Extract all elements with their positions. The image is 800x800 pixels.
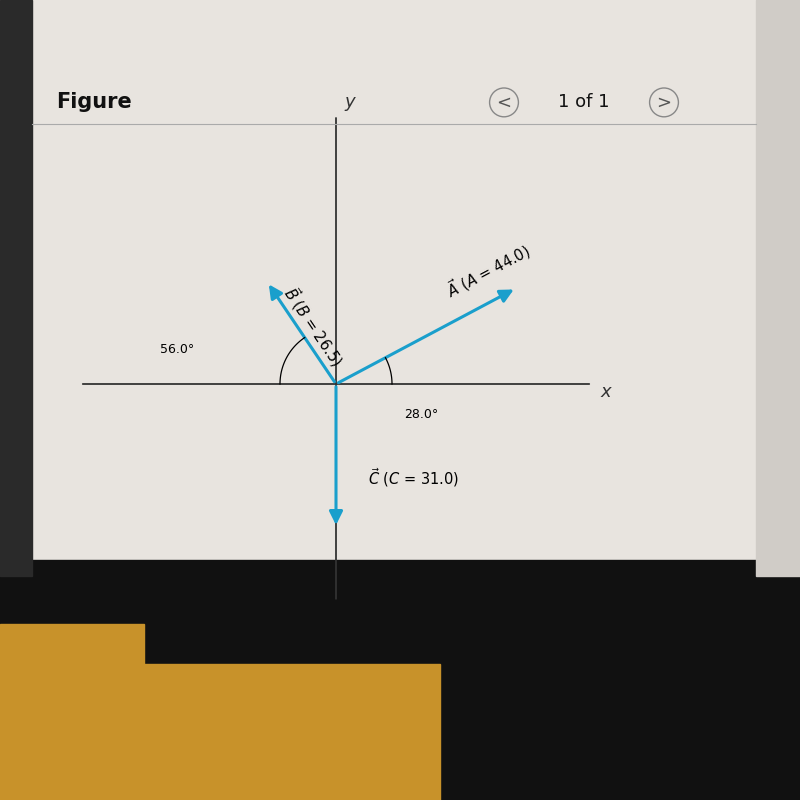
Bar	[0, 0, 800, 576]
Text: $\vec{B}$ ($B$ = 26.5): $\vec{B}$ ($B$ = 26.5)	[278, 282, 349, 370]
Text: 28.0°: 28.0°	[404, 408, 438, 421]
Text: <: <	[497, 94, 511, 111]
Text: y: y	[344, 93, 354, 111]
Text: Figure: Figure	[56, 92, 132, 112]
Text: $\vec{C}$ ($C$ = 31.0): $\vec{C}$ ($C$ = 31.0)	[368, 466, 459, 489]
Bar	[0, 624, 144, 800]
Text: >: >	[657, 94, 671, 111]
Bar	[0, 0, 32, 576]
Bar	[0, 560, 800, 800]
Bar	[756, 0, 800, 576]
Text: $\vec{A}$ ($A$ = 44.0): $\vec{A}$ ($A$ = 44.0)	[442, 238, 534, 302]
Text: 56.0°: 56.0°	[160, 343, 194, 356]
Text: 1 of 1: 1 of 1	[558, 94, 610, 111]
Text: x: x	[600, 383, 610, 401]
Bar	[0, 664, 440, 800]
